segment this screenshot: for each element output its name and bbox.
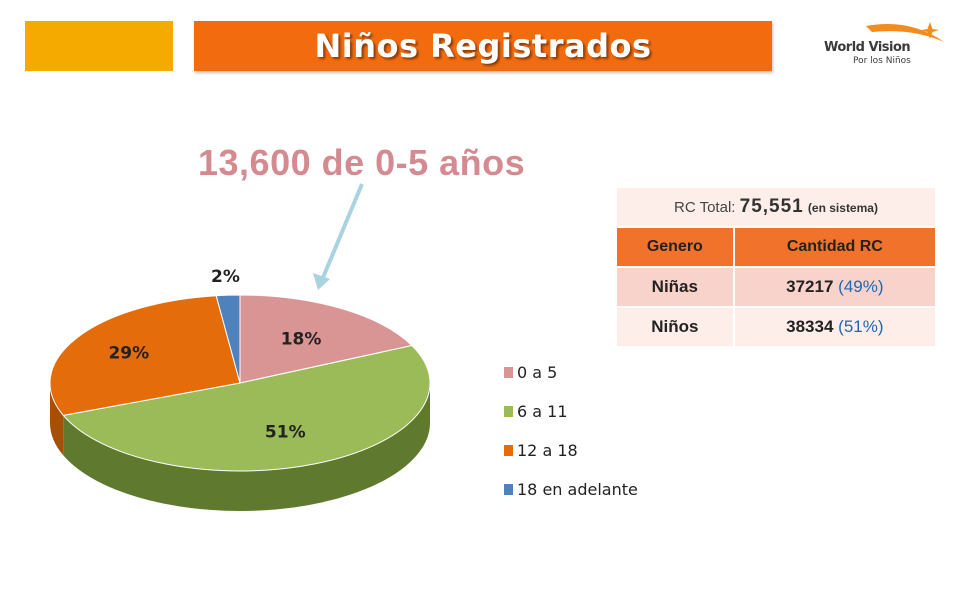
table-header-row: Genero Cantidad RC bbox=[617, 227, 935, 267]
legend-label-6-11: 6 a 11 bbox=[517, 402, 568, 421]
rc-total-value: 75,551 bbox=[739, 196, 804, 217]
legend-label-0-5: 0 a 5 bbox=[517, 363, 557, 382]
pie-side-12-18 bbox=[50, 383, 64, 456]
pie-slice-12-18 bbox=[49, 295, 241, 416]
logo-tagline: Por los Niños bbox=[853, 56, 911, 66]
row-label: Niños bbox=[617, 306, 734, 346]
row-value: 38334 (51%) bbox=[732, 306, 935, 346]
legend-swatch-18-plus bbox=[504, 484, 513, 495]
legend-label-18-plus: 18 en adelante bbox=[517, 480, 638, 499]
title-banner: Niños Registrados bbox=[194, 21, 772, 71]
row-percent: (51%) bbox=[838, 317, 884, 336]
column-header-cantidad: Cantidad RC bbox=[732, 227, 935, 267]
row-count: 37217 bbox=[786, 277, 834, 296]
legend-label-12-18: 12 a 18 bbox=[517, 441, 578, 460]
accent-block bbox=[25, 21, 173, 71]
callout-arrow-icon bbox=[313, 183, 364, 290]
table-title-row: RC Total: 75,551 (en sistema) bbox=[617, 188, 935, 228]
pie-slice-0-5 bbox=[239, 294, 413, 384]
rc-total-label: RC Total: bbox=[674, 199, 736, 216]
rc-table: RC Total: 75,551 (en sistema) Genero Can… bbox=[617, 188, 935, 346]
column-header-genero: Genero bbox=[646, 238, 703, 255]
row-count: 38334 bbox=[786, 317, 834, 336]
table-row: Niñas 37217 (49%) bbox=[617, 266, 935, 307]
legend-swatch-0-5 bbox=[504, 367, 513, 378]
data-label-12-18: 29% bbox=[108, 344, 149, 364]
callout-text: 13,600 de 0-5 años bbox=[198, 142, 526, 183]
rc-total-note: (en sistema) bbox=[807, 201, 878, 215]
logo-name: World Vision bbox=[824, 40, 911, 55]
logo-star-icon bbox=[866, 22, 944, 42]
pie-side-6-11 bbox=[63, 383, 430, 512]
row-label: Niñas bbox=[617, 266, 734, 307]
pie-chart: 18% 51% 29% 2% 0 a 5 6 a 11 12 a 18 18 en adel… bbox=[49, 267, 638, 512]
legend-swatch-12-18 bbox=[504, 445, 513, 456]
row-value: 37217 (49%) bbox=[732, 266, 935, 307]
page-title: Niños Registrados bbox=[314, 27, 652, 65]
pie-slice-6-11 bbox=[62, 344, 431, 472]
data-label-0-5: 18% bbox=[281, 329, 322, 349]
rc-total-cell: RC Total: 75,551 (en sistema) bbox=[617, 188, 935, 228]
legend-swatch-6-11 bbox=[504, 406, 513, 417]
world-vision-logo: World Vision Por los Niños bbox=[820, 20, 950, 70]
row-percent: (49%) bbox=[838, 277, 884, 296]
data-label-6-11: 51% bbox=[265, 422, 306, 442]
pie-slice-18-plus bbox=[215, 294, 241, 384]
table-row: Niños 38334 (51%) bbox=[617, 306, 935, 346]
data-label-18-plus: 2% bbox=[211, 267, 240, 287]
